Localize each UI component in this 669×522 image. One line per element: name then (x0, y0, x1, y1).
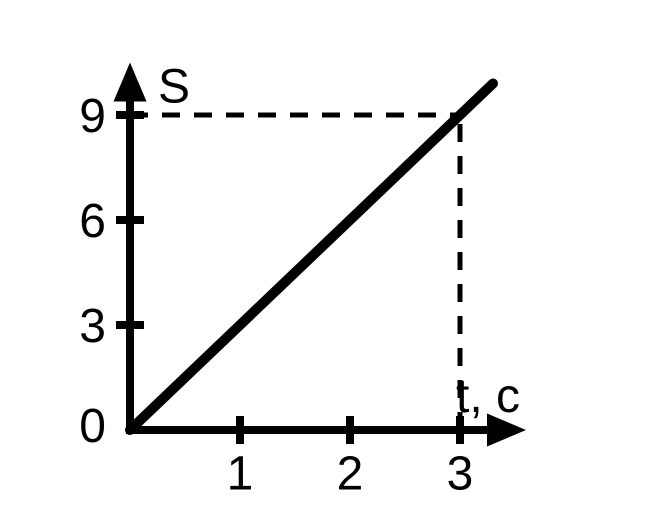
x-tick-labels: 1 2 3 (227, 448, 474, 501)
y-tick-label: 9 (79, 90, 106, 143)
x-tick-label: 3 (447, 448, 474, 501)
y-tick-label: 3 (79, 300, 106, 353)
x-tick-label: 1 (227, 448, 254, 501)
y-tick-label: 6 (79, 195, 106, 248)
y-tick-labels: 3 6 9 (79, 90, 106, 353)
origin-label: 0 (79, 400, 106, 453)
y-axis-label: S (158, 61, 190, 114)
line-chart: S t, c 0 369 123 (0, 0, 669, 522)
data-line (130, 84, 493, 431)
x-axis-label: t, c (456, 370, 520, 423)
x-tick-label: 2 (337, 448, 364, 501)
y-axis-arrowhead (114, 63, 147, 102)
